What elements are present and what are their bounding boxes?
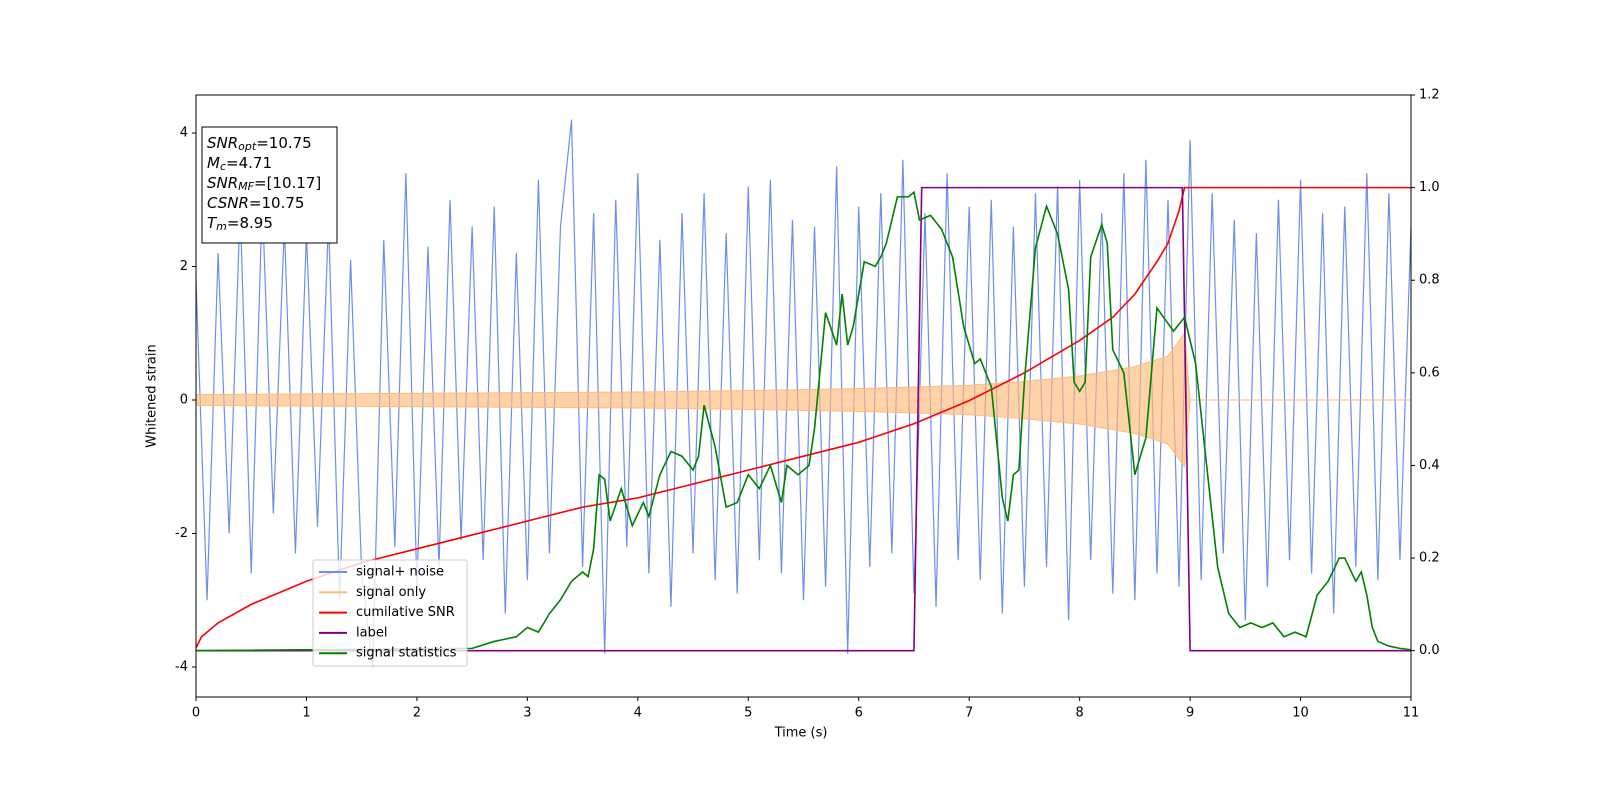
x-tick-label: 1 [302, 706, 310, 721]
y2-tick-label: 0.8 [1419, 273, 1440, 288]
annotation-sub: c [220, 160, 226, 173]
annotation-line: Mc=4.71 [207, 154, 272, 174]
y-axis-label: Whitened strain [145, 344, 160, 447]
y2-tick-label: 1.2 [1419, 88, 1440, 103]
series-line [196, 119, 1411, 668]
annotation-sub: m [216, 220, 227, 233]
annotation-line: Tm=8.95 [207, 214, 273, 234]
legend-label: label [356, 625, 387, 640]
annotation-rest: =10.75 [249, 194, 305, 212]
annotation-main: M [207, 154, 220, 172]
x-tick-label: 7 [965, 706, 973, 721]
y2-tick-label: 0.2 [1419, 551, 1440, 566]
legend-label: signal statistics [356, 646, 457, 661]
y2-tick-label: 1.0 [1419, 180, 1440, 195]
signal-envelope [196, 331, 1411, 469]
x-tick-label: 2 [413, 706, 421, 721]
legend-label: cumilative SNR [356, 605, 455, 620]
legend-box [312, 559, 468, 667]
legend-label: signal+ noise [356, 565, 444, 580]
x-tick-label: 8 [1075, 706, 1083, 721]
annotation-box [201, 126, 338, 244]
series-line [196, 190, 1411, 652]
y2-tick-label: 0.0 [1419, 643, 1440, 658]
series-line [196, 186, 1411, 652]
x-axis-label: Time (s) [774, 726, 828, 741]
y2-tick-label: 0.4 [1419, 458, 1440, 473]
y2-tick-label: 0.6 [1419, 365, 1440, 380]
x-tick-label: 3 [523, 706, 531, 721]
legend-label: signal only [356, 585, 426, 600]
y-tick-label: -2 [175, 526, 188, 541]
x-tick-label: 4 [634, 706, 642, 721]
y-tick-label: 2 [180, 259, 188, 274]
y-tick-label: -4 [175, 659, 188, 674]
annotation-rest: =10.75 [256, 134, 312, 152]
annotation-main: CSNR [207, 194, 249, 212]
x-tick-label: 5 [744, 706, 752, 721]
annotation-main: SNR [207, 134, 238, 152]
annotation-main: T [207, 214, 218, 232]
y-tick-label: 4 [180, 126, 188, 141]
x-tick-label: 10 [1292, 706, 1309, 721]
annotation-sub: opt [238, 140, 257, 153]
annotation-line: CSNR=10.75 [207, 194, 304, 212]
annotation-rest: =[10.17] [254, 174, 321, 192]
y-tick-label: 0 [180, 393, 188, 408]
annotation-line: SNRMF=[10.17] [207, 174, 321, 194]
annotation-rest: =4.71 [226, 154, 272, 172]
x-tick-label: 11 [1403, 706, 1420, 721]
plot-frame [195, 94, 1412, 698]
x-tick-label: 9 [1186, 706, 1194, 721]
annotation-line: SNRopt=10.75 [207, 134, 312, 154]
x-tick-label: 6 [855, 706, 863, 721]
annotation-rest: =8.95 [227, 214, 273, 232]
annotation-main: SNR [207, 174, 238, 192]
x-tick-label: 0 [192, 706, 200, 721]
annotation-sub: MF [238, 180, 254, 193]
